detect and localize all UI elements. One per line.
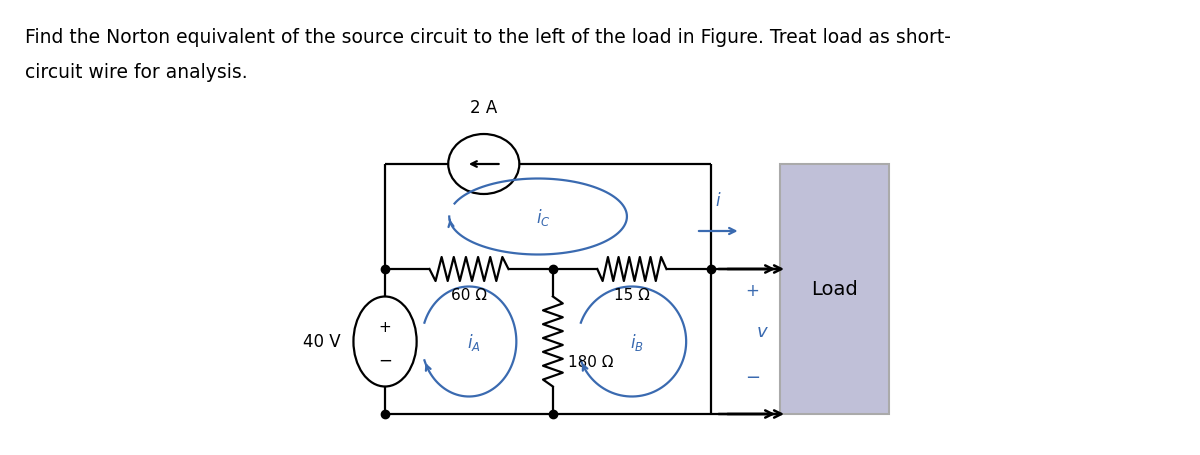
Text: circuit wire for analysis.: circuit wire for analysis.	[25, 63, 247, 82]
Text: Find the Norton equivalent of the source circuit to the left of the load in Figu: Find the Norton equivalent of the source…	[25, 28, 950, 47]
Text: 180 Ω: 180 Ω	[568, 354, 613, 369]
Text: 40 V: 40 V	[302, 333, 341, 351]
Text: Load: Load	[811, 280, 858, 299]
Bar	[780, 165, 888, 414]
Text: 15 Ω: 15 Ω	[614, 288, 650, 302]
Text: $i_B$: $i_B$	[630, 331, 643, 352]
Text: $i_A$: $i_A$	[467, 331, 481, 352]
Text: $i$: $i$	[715, 192, 722, 210]
Text: $v$: $v$	[756, 323, 769, 341]
Text: 60 Ω: 60 Ω	[451, 288, 487, 302]
Text: +: +	[745, 281, 760, 299]
Text: $i_C$: $i_C$	[535, 207, 551, 228]
Text: −: −	[378, 351, 392, 369]
Text: −: −	[745, 368, 760, 386]
Text: 2 A: 2 A	[470, 99, 497, 117]
Text: +: +	[379, 319, 391, 334]
